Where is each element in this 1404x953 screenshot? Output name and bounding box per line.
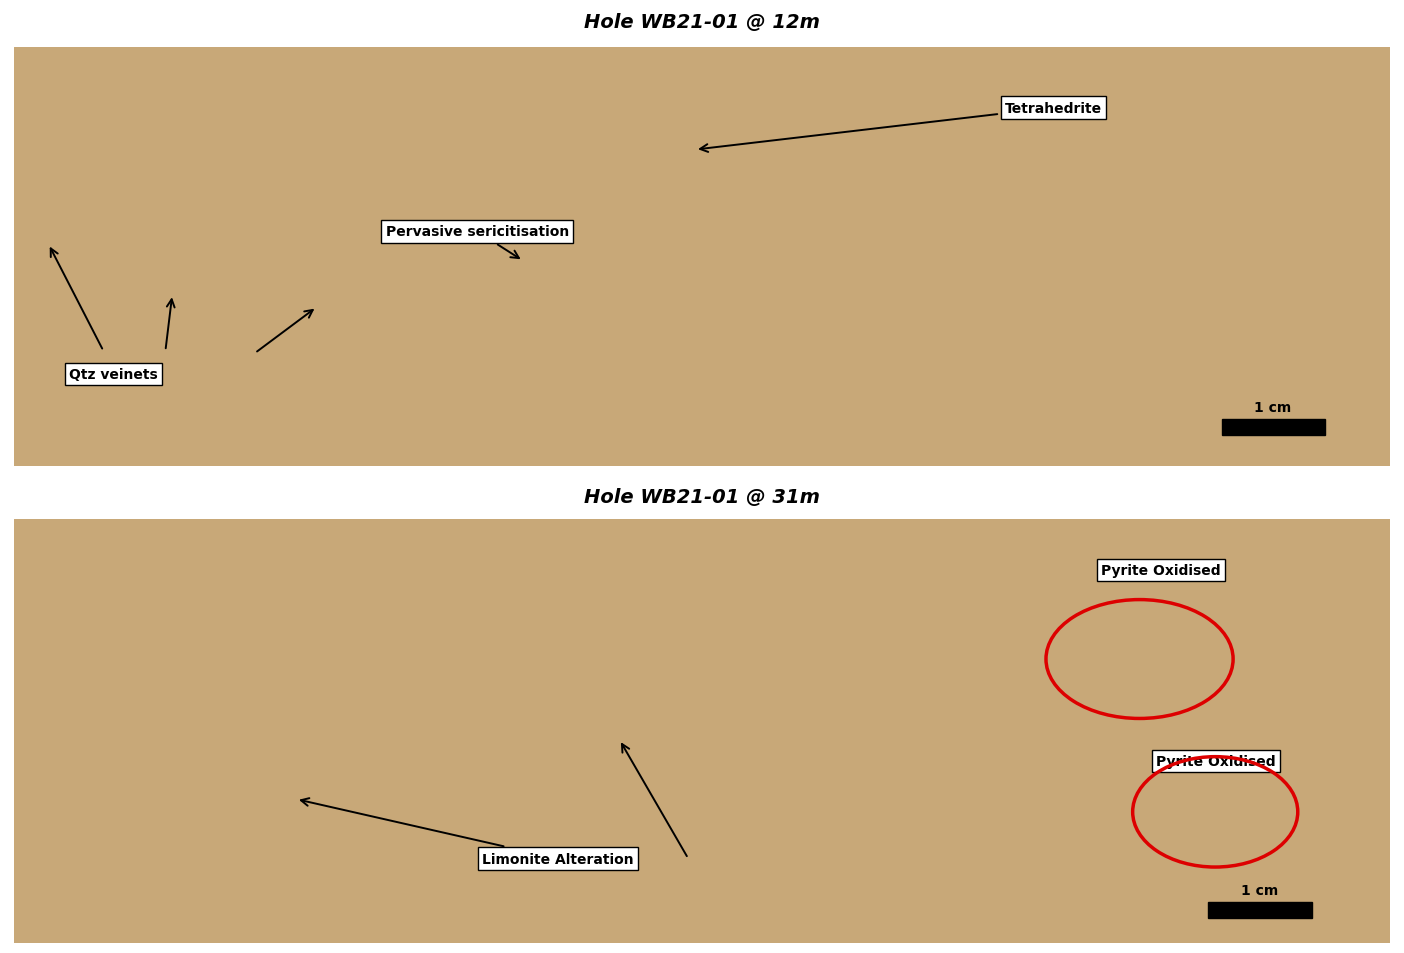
Text: Pervasive sericitisation: Pervasive sericitisation — [386, 225, 569, 259]
Text: Pyrite Oxidised: Pyrite Oxidised — [1155, 754, 1276, 768]
Text: 1 cm: 1 cm — [1254, 400, 1292, 415]
Text: Limonite Alteration: Limonite Alteration — [300, 799, 633, 865]
Text: Hole WB21-01 @ 31m: Hole WB21-01 @ 31m — [584, 487, 820, 506]
Text: Hole WB21-01 @ 12m: Hole WB21-01 @ 12m — [584, 13, 820, 32]
Bar — [1221, 419, 1325, 436]
Text: 1 cm: 1 cm — [1241, 882, 1278, 897]
Bar — [1209, 902, 1311, 918]
Text: Tetrahedrite: Tetrahedrite — [701, 101, 1102, 152]
Text: Pyrite Oxidised: Pyrite Oxidised — [1101, 563, 1220, 578]
Text: Qtz veinets: Qtz veinets — [69, 368, 157, 382]
